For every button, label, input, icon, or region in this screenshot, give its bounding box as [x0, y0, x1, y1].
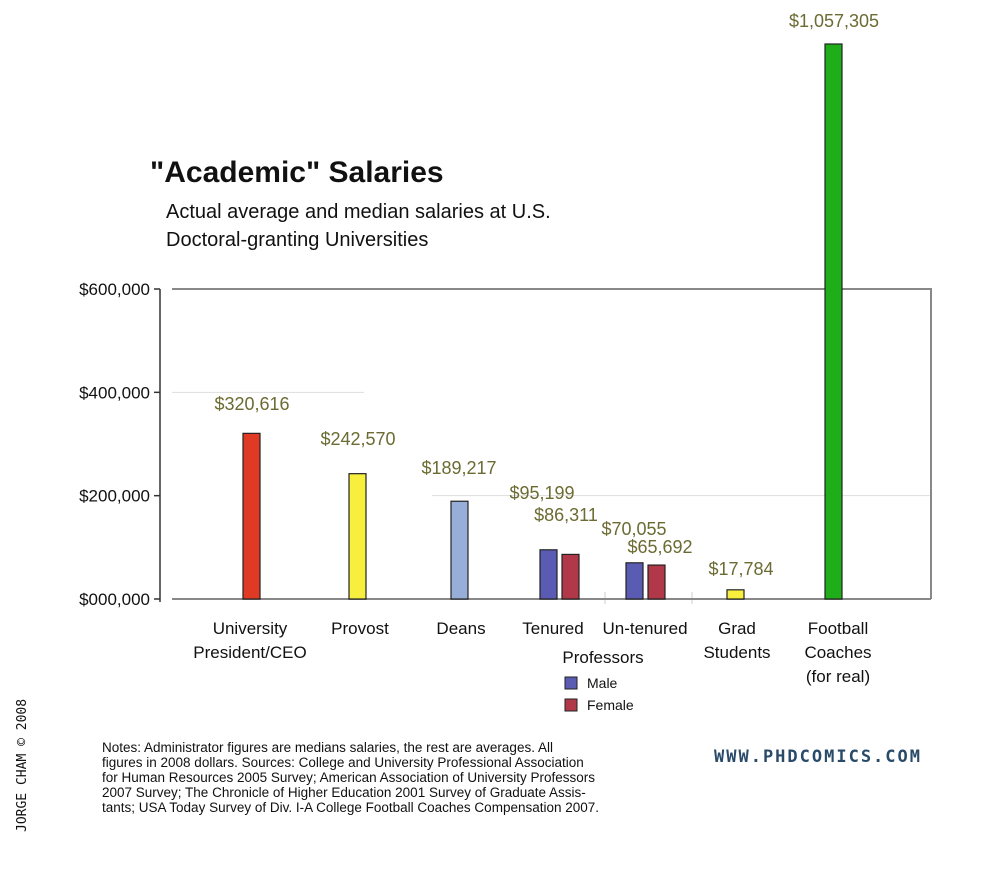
- bar: [242, 432, 261, 600]
- y-tick-label: $400,000: [79, 383, 150, 402]
- chart-subtitle: Actual average and median salaries at U.…: [166, 201, 551, 251]
- note-line: 2007 Survey; The Chronicle of Higher Edu…: [102, 785, 586, 800]
- category-label: University: [213, 619, 288, 638]
- value-label: $86,311: [534, 505, 598, 525]
- legend-swatch: [564, 698, 578, 712]
- value-label: $17,784: [708, 559, 773, 579]
- category-label: Professors: [562, 648, 643, 667]
- note-line: Notes: Administrator figures are medians…: [102, 740, 553, 755]
- subtitle-line: Actual average and median salaries at U.…: [166, 201, 551, 223]
- value-label: $1,057,305: [789, 11, 879, 31]
- category-label: Students: [703, 643, 770, 662]
- y-tick-label: $000,000: [79, 590, 150, 609]
- category-label: Football: [808, 619, 868, 638]
- category-label: Tenured: [522, 619, 583, 638]
- note-line: for Human Resources 2005 Survey; America…: [102, 770, 595, 785]
- credit: JORGE CHAM © 2008: [15, 699, 30, 832]
- notes: Notes: Administrator figures are medians…: [102, 740, 599, 815]
- category-label: (for real): [806, 667, 870, 686]
- y-tick-label: $200,000: [79, 487, 150, 506]
- legend: Male Female: [564, 675, 634, 713]
- note-line: figures in 2008 dollars. Sources: Colleg…: [102, 755, 584, 770]
- bar: [561, 553, 580, 600]
- bar: [726, 589, 745, 600]
- bar: [824, 43, 843, 600]
- bars: [242, 43, 843, 600]
- bar: [647, 564, 666, 600]
- value-label: $70,055: [601, 519, 666, 539]
- value-label: $65,692: [627, 537, 692, 557]
- subtitle-line: Doctoral-granting Universities: [166, 229, 428, 251]
- value-labels: $320,616 $242,570 $189,217 $95,199$86,311$7…: [214, 11, 879, 579]
- value-label: $189,217: [421, 458, 496, 478]
- value-label: $242,570: [320, 429, 395, 449]
- legend-label: Female: [587, 697, 634, 713]
- category-label: Provost: [331, 619, 389, 638]
- y-tick-label: $600,000: [79, 280, 150, 299]
- y-axis: $000,000 $200,000 $400,000 $600,000: [79, 280, 160, 609]
- bar: [348, 473, 367, 600]
- bar: [539, 549, 558, 600]
- site-url: WWW.PHDCOMICS.COM: [714, 747, 922, 767]
- frame-top-right: [172, 288, 932, 599]
- note-line: tants; USA Today Survey of Div. I-A Coll…: [102, 800, 599, 815]
- category-label: President/CEO: [193, 643, 306, 662]
- chart-title: "Academic" Salaries: [150, 156, 444, 189]
- value-label: $95,199: [509, 483, 574, 503]
- category-label: Grad: [718, 619, 756, 638]
- category-label: Deans: [436, 619, 485, 638]
- category-label: Un-tenured: [602, 619, 687, 638]
- value-label: $320,616: [214, 394, 289, 414]
- bar: [625, 562, 644, 600]
- bar: [450, 500, 469, 600]
- legend-swatch: [564, 676, 578, 690]
- category-labels: University President/CEO Provost Deans Tenur…: [193, 619, 871, 686]
- legend-label: Male: [587, 675, 618, 691]
- category-label: Coaches: [804, 643, 871, 662]
